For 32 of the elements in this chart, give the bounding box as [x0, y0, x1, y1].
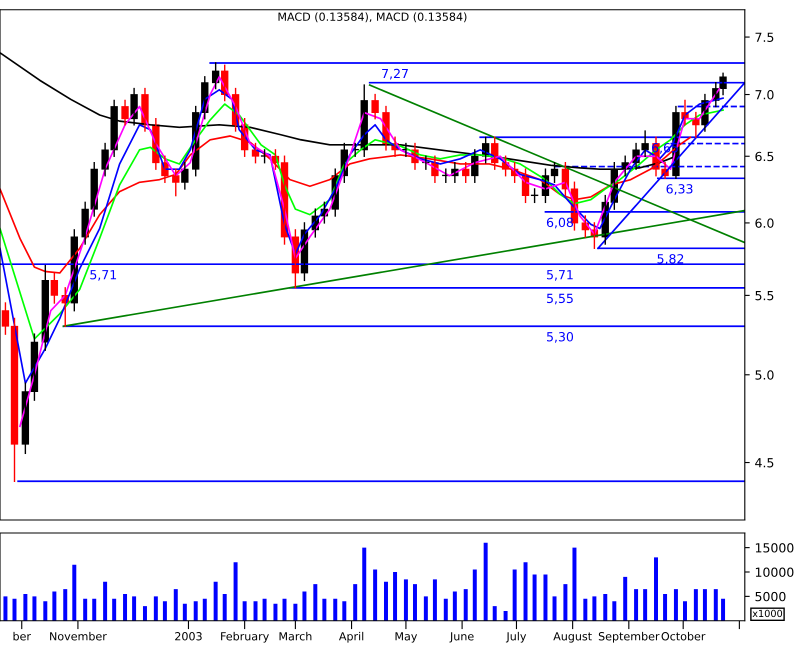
- x-tick-label: 2003: [175, 632, 202, 640]
- annotation: 5,82: [658, 254, 684, 265]
- annotation: 6,33: [666, 184, 692, 195]
- x-tick-label: November: [50, 632, 107, 640]
- annotation: 5,71: [90, 270, 116, 281]
- x-tick-label: March: [280, 632, 312, 640]
- y-tick-label: 7.0: [756, 90, 774, 100]
- annotation: 5,55: [547, 294, 573, 304]
- y-tick-label: 6.5: [755, 152, 774, 162]
- annotation: 5,71: [547, 270, 573, 281]
- x-tick-label: September: [598, 632, 660, 643]
- y-tick-label: 15000: [756, 543, 794, 553]
- x-tick-label: July: [506, 632, 526, 643]
- x-tick-label: May: [396, 632, 418, 643]
- x-tick-label: June: [449, 632, 474, 643]
- x-tick-label: August: [553, 632, 592, 643]
- x-tick-label: February: [221, 632, 269, 643]
- y-tick-label: 5.5: [755, 291, 774, 300]
- annotation: 6,08: [546, 218, 574, 228]
- y-tick-label: 5.0: [755, 370, 774, 380]
- x-tick-label: October: [662, 632, 706, 640]
- x-tick-label: ber: [14, 632, 31, 640]
- annotation: MACD (0.13584), MACD (0.13584): [278, 12, 466, 22]
- annotation: 5,30: [547, 332, 574, 343]
- y-tick-label: 5000: [755, 592, 786, 602]
- text: x1000: [752, 610, 782, 618]
- y-tick-label: 4.5: [755, 458, 774, 468]
- x-tick-label: April: [338, 632, 364, 643]
- y-tick-label: 7.5: [756, 32, 774, 42]
- annotation: 7,27: [382, 68, 408, 80]
- y-tick-label: 6.0: [755, 218, 774, 228]
- y-tick-label: 10000: [756, 567, 794, 577]
